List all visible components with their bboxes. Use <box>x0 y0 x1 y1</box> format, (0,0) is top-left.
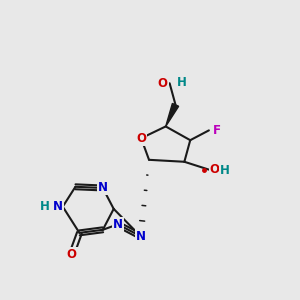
Text: O: O <box>136 132 146 145</box>
Text: O: O <box>210 163 220 176</box>
Text: N: N <box>98 182 108 194</box>
Text: H: H <box>176 76 186 89</box>
Text: N: N <box>53 200 63 213</box>
Text: H: H <box>220 164 230 177</box>
Text: O: O <box>158 77 168 90</box>
Text: F: F <box>213 124 221 137</box>
Text: N: N <box>136 230 146 243</box>
Polygon shape <box>166 103 178 126</box>
Text: N: N <box>113 218 123 231</box>
Text: O: O <box>67 248 76 261</box>
Text: H: H <box>40 200 50 213</box>
